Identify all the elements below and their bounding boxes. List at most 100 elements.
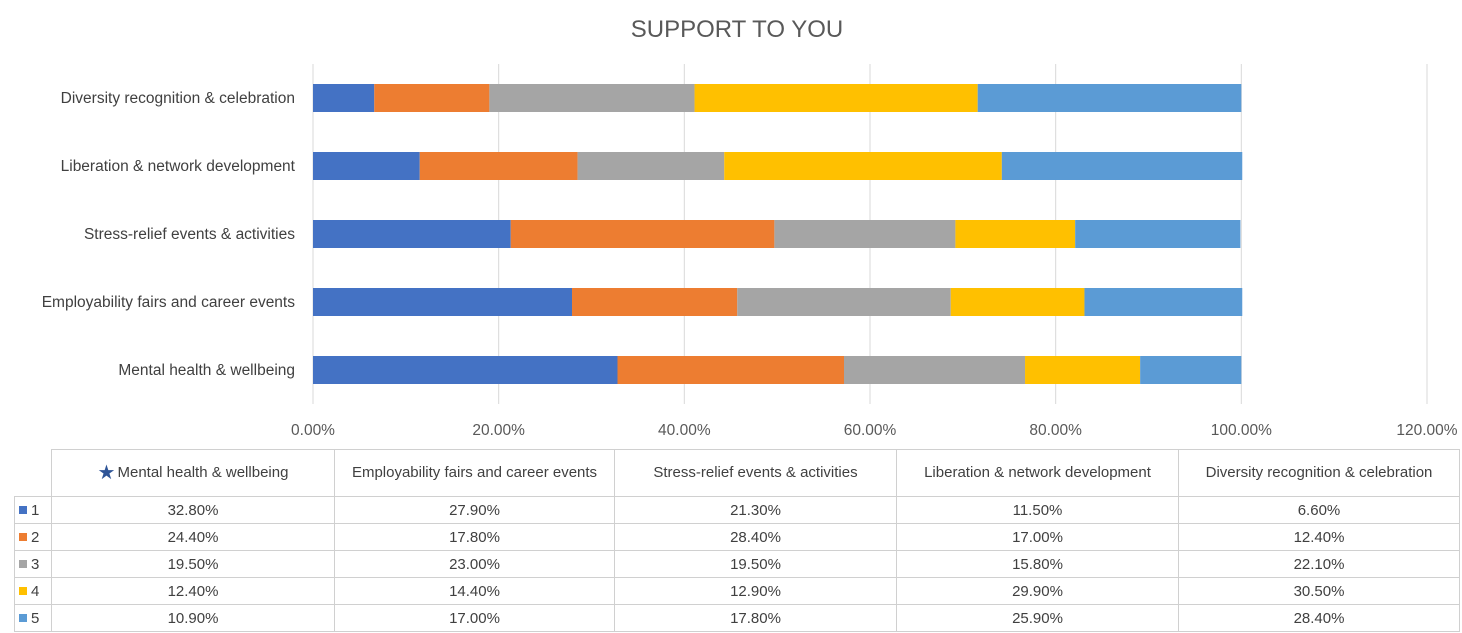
table-cell: 19.50%	[614, 550, 897, 578]
bar-series-3-stress-relief-events-activities	[774, 220, 956, 248]
table-cell: 28.40%	[1178, 604, 1460, 632]
bar-series-5-stress-relief-events-activities	[1075, 220, 1241, 248]
legend-swatch	[19, 559, 27, 568]
table-cell: 19.50%	[51, 550, 335, 578]
category-label: Employability fairs and career events	[42, 294, 296, 311]
bar-series-2-stress-relief-events-activities	[510, 220, 775, 248]
bar-series-1-mental-health-wellbeing	[313, 356, 618, 384]
bar-series-3-employability-fairs-and-career-events	[737, 288, 951, 316]
bar-series-5-diversity-recognition-celebration	[977, 84, 1242, 112]
table-cell: 15.80%	[896, 550, 1179, 578]
x-tick-label: 40.00%	[658, 422, 711, 439]
bar-series-4-mental-health-wellbeing	[1025, 356, 1141, 384]
legend-label: 3	[31, 555, 40, 573]
legend-swatch	[19, 505, 27, 514]
bar-series-2-liberation-network-development	[419, 152, 578, 180]
bar-series-4-stress-relief-events-activities	[955, 220, 1076, 248]
table-header-liberation-network-development: Liberation & network development	[896, 449, 1179, 497]
legend-entry: 4	[14, 577, 52, 605]
legend-entry: 3	[14, 550, 52, 578]
bar-series-4-diversity-recognition-celebration	[694, 84, 978, 112]
bar-series-2-diversity-recognition-celebration	[374, 84, 490, 112]
table-cell: 30.50%	[1178, 577, 1460, 605]
table-cell: 21.30%	[614, 496, 897, 524]
x-axis-ticks: 0.00% 20.00% 40.00% 60.00% 80.00% 100.00% 120.…	[291, 422, 1458, 439]
star-icon: ★	[97, 462, 116, 484]
table-cell: 17.00%	[334, 604, 615, 632]
table-header-stress-relief-events-activities: Stress-relief events & activities	[614, 449, 897, 497]
table-cell: 12.40%	[51, 577, 335, 605]
legend-label: 5	[31, 609, 40, 627]
bar-series-3-liberation-network-development	[577, 152, 725, 180]
x-tick-label: 120.00%	[1396, 422, 1457, 439]
table-cell: 6.60%	[1178, 496, 1460, 524]
bar-series-2-employability-fairs-and-career-events	[572, 288, 738, 316]
table-header-diversity-recognition-celebration: Diversity recognition & celebration	[1178, 449, 1460, 497]
bar-series-2-mental-health-wellbeing	[617, 356, 845, 384]
table-cell: 11.50%	[896, 496, 1179, 524]
table-cell: 14.40%	[334, 577, 615, 605]
legend-entry: 2	[14, 523, 52, 551]
bar-series-5-mental-health-wellbeing	[1140, 356, 1242, 384]
x-tick-label: 20.00%	[472, 422, 525, 439]
table-cell: 25.90%	[896, 604, 1179, 632]
legend-swatch	[19, 586, 27, 595]
table-header-row: ★ Mental health & wellbeing Employability …	[14, 449, 1460, 497]
table-header-label: Diversity recognition & celebration	[1205, 464, 1433, 481]
legend-label: 4	[31, 582, 40, 600]
category-label: Stress-relief events & activities	[84, 226, 295, 243]
bar-series-1-employability-fairs-and-career-events	[313, 288, 573, 316]
table-row: 1 32.80% 27.90% 21.30% 11.50% 6.60%	[14, 496, 1460, 524]
table-cell: 23.00%	[334, 550, 615, 578]
bar-series-5-liberation-network-development	[1001, 152, 1243, 180]
bar-series-3-mental-health-wellbeing	[844, 356, 1026, 384]
table-cell: 32.80%	[51, 496, 335, 524]
table-row: 5 10.90% 17.00% 17.80% 25.90% 28.40%	[14, 604, 1460, 632]
bars	[313, 84, 1243, 384]
table-cell: 28.40%	[614, 523, 897, 551]
table-header-label: Employability fairs and career events	[351, 464, 598, 481]
bar-series-4-liberation-network-development	[724, 152, 1002, 180]
table-row: 4 12.40% 14.40% 12.90% 29.90% 30.50%	[14, 577, 1460, 605]
legend-entry: 5	[14, 604, 52, 632]
table-header-label: Liberation & network development	[924, 464, 1151, 481]
table-cell: 27.90%	[334, 496, 615, 524]
bar-series-1-liberation-network-development	[313, 152, 420, 180]
bar-series-4-employability-fairs-and-career-events	[950, 288, 1085, 316]
category-labels: Mental health & wellbeing Employability f…	[42, 90, 296, 379]
data-table: ★ Mental health & wellbeing Employability …	[14, 449, 1460, 632]
legend-label: 2	[31, 528, 40, 546]
x-tick-label: 100.00%	[1211, 422, 1272, 439]
chart-title: SUPPORT TO YOU	[631, 16, 844, 43]
table-row: 2 24.40% 17.80% 28.40% 17.00% 12.40%	[14, 523, 1460, 551]
x-tick-label: 60.00%	[844, 422, 897, 439]
chart: SUPPORT TO YOU Mental health & wellbeing…	[42, 16, 1458, 439]
table-cell: 12.40%	[1178, 523, 1460, 551]
category-label: Liberation & network development	[61, 158, 296, 175]
table-cell: 12.90%	[614, 577, 897, 605]
legend-swatch	[19, 532, 27, 541]
bar-series-1-diversity-recognition-celebration	[313, 84, 375, 112]
x-tick-label: 0.00%	[291, 422, 335, 439]
category-label: Diversity recognition & celebration	[61, 90, 295, 107]
table-cell: 17.00%	[896, 523, 1179, 551]
bar-series-3-diversity-recognition-celebration	[489, 84, 695, 112]
table-cell: 22.10%	[1178, 550, 1460, 578]
x-tick-label: 80.00%	[1029, 422, 1082, 439]
bar-series-5-employability-fairs-and-career-events	[1084, 288, 1243, 316]
table-cell: 10.90%	[51, 604, 335, 632]
table-header-label: Stress-relief events & activities	[653, 464, 858, 481]
table-row: 3 19.50% 23.00% 19.50% 15.80% 22.10%	[14, 550, 1460, 578]
category-label: Mental health & wellbeing	[118, 362, 295, 379]
table-header-employability-fairs-and-career-events: Employability fairs and career events	[334, 449, 615, 497]
table-header-mental-health-wellbeing: ★ Mental health & wellbeing	[51, 449, 335, 497]
table-corner	[14, 449, 52, 497]
table-cell: 24.40%	[51, 523, 335, 551]
bar-series-1-stress-relief-events-activities	[313, 220, 511, 248]
legend-entry: 1	[14, 496, 52, 524]
legend-swatch	[19, 613, 27, 622]
table-header-label: Mental health & wellbeing	[117, 464, 289, 481]
table-cell: 29.90%	[896, 577, 1179, 605]
table-cell: 17.80%	[614, 604, 897, 632]
legend-label: 1	[31, 501, 40, 519]
